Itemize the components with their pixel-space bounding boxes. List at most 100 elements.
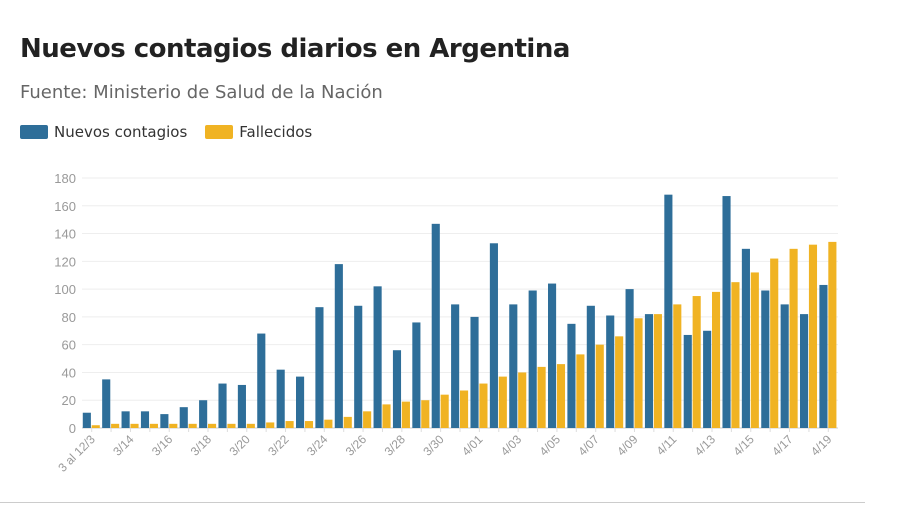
- y-tick-label: 180: [54, 171, 76, 186]
- bar-fallecidos: [324, 419, 333, 428]
- bar-nuevos-contagios: [489, 243, 498, 428]
- x-tick-label: 4/07: [575, 432, 602, 459]
- bar-fallecidos: [111, 423, 120, 428]
- bar-nuevos-contagios: [82, 412, 91, 428]
- bar-nuevos-contagios: [586, 305, 595, 428]
- bar-nuevos-contagios: [431, 223, 440, 428]
- legend-item-nuevos-contagios[interactable]: Nuevos contagios: [20, 123, 187, 141]
- y-tick-label: 40: [62, 365, 76, 380]
- legend: Nuevos contagios Fallecidos: [20, 123, 312, 141]
- legend-swatch: [205, 125, 234, 139]
- bar-nuevos-contagios: [741, 248, 750, 428]
- bar-fallecidos: [227, 423, 236, 428]
- x-tick-label: 4/01: [459, 432, 486, 459]
- bar-nuevos-contagios: [567, 323, 576, 428]
- bar-fallecidos: [712, 291, 721, 428]
- legend-swatch: [20, 125, 48, 139]
- bar-fallecidos: [828, 241, 837, 428]
- legend-label: Fallecidos: [239, 123, 313, 141]
- bar-nuevos-contagios: [334, 264, 343, 428]
- bar-nuevos-contagios: [276, 369, 285, 428]
- bar-fallecidos: [808, 244, 818, 428]
- bar-fallecidos: [576, 354, 585, 428]
- bar-nuevos-contagios: [606, 315, 615, 428]
- bar-nuevos-contagios: [703, 330, 712, 428]
- bar-fallecidos: [750, 272, 759, 428]
- bar-nuevos-contagios: [625, 289, 634, 428]
- bar-fallecidos: [208, 423, 217, 428]
- bar-fallecidos: [498, 376, 507, 428]
- bar-nuevos-contagios: [412, 322, 421, 428]
- bar-nuevos-contagios: [257, 333, 266, 428]
- y-tick-label: 80: [62, 310, 76, 325]
- bar-fallecidos: [440, 394, 449, 428]
- bar-fallecidos: [556, 364, 566, 428]
- bar-nuevos-contagios: [179, 407, 188, 428]
- x-tick-label: 4/11: [654, 432, 680, 458]
- x-tick-label: 4/03: [498, 432, 525, 459]
- bar-nuevos-contagios: [140, 411, 150, 428]
- x-tick-label: 3/30: [420, 432, 447, 459]
- bar-nuevos-contagios: [509, 304, 518, 428]
- x-tick-label: 3 al 12/3: [55, 432, 98, 475]
- bar-nuevos-contagios: [451, 304, 460, 428]
- bar-fallecidos: [246, 423, 255, 428]
- y-tick-label: 60: [62, 338, 76, 353]
- bar-nuevos-contagios: [296, 376, 305, 428]
- x-tick-label: 4/15: [730, 432, 757, 459]
- x-tick-label: 4/17: [769, 432, 796, 459]
- legend-label: Nuevos contagios: [54, 123, 188, 141]
- bar-fallecidos: [479, 383, 488, 428]
- bar-fallecidos: [634, 318, 643, 428]
- bar-fallecidos: [615, 336, 624, 428]
- x-tick-label: 3/28: [382, 432, 409, 459]
- bar-fallecidos: [304, 421, 314, 428]
- bar-fallecidos: [460, 390, 469, 428]
- bar-nuevos-contagios: [800, 314, 809, 428]
- x-tick-label: 3/14: [110, 432, 137, 459]
- bar-nuevos-contagios: [780, 304, 789, 428]
- x-tick-label: 4/05: [537, 432, 564, 459]
- bar-fallecidos: [518, 372, 527, 428]
- divider: [0, 502, 865, 503]
- x-tick-label: 4/19: [808, 432, 835, 459]
- bar-fallecidos: [421, 400, 430, 428]
- bar-fallecidos: [285, 421, 294, 428]
- y-tick-label: 160: [54, 199, 76, 214]
- bar-fallecidos: [169, 423, 178, 428]
- bar-nuevos-contagios: [373, 286, 382, 428]
- x-tick-label: 3/22: [265, 432, 292, 459]
- bar-fallecidos: [770, 258, 779, 428]
- bar-fallecidos: [653, 314, 662, 428]
- bar-nuevos-contagios: [354, 305, 363, 428]
- bar-nuevos-contagios: [392, 350, 402, 428]
- chart-subtitle: Fuente: Ministerio de Salud de la Nación: [20, 82, 383, 103]
- bar-nuevos-contagios: [722, 196, 731, 428]
- legend-item-fallecidos[interactable]: Fallecidos: [205, 123, 312, 141]
- bar-nuevos-contagios: [819, 284, 828, 428]
- bar-fallecidos: [130, 423, 139, 428]
- bar-fallecidos: [692, 296, 701, 428]
- bar-nuevos-contagios: [644, 314, 654, 428]
- bar-fallecidos: [382, 404, 391, 428]
- chart-title: Nuevos contagios diarios en Argentina: [20, 34, 570, 64]
- bar-nuevos-contagios: [199, 400, 208, 428]
- bar-fallecidos: [149, 423, 158, 428]
- y-tick-label: 140: [54, 227, 76, 242]
- bar-nuevos-contagios: [761, 290, 770, 428]
- bar-fallecidos: [401, 401, 410, 428]
- x-tick-label: 3/26: [343, 432, 370, 459]
- x-tick-label: 4/13: [692, 432, 719, 459]
- bar-nuevos-contagios: [528, 290, 537, 428]
- bar-nuevos-contagios: [237, 384, 246, 428]
- bar-nuevos-contagios: [548, 283, 557, 428]
- bar-nuevos-contagios: [121, 411, 130, 428]
- x-tick-label: 3/24: [304, 432, 331, 459]
- bar-fallecidos: [731, 282, 740, 428]
- y-tick-label: 0: [69, 421, 76, 436]
- y-tick-label: 20: [62, 393, 76, 408]
- y-tick-label: 120: [54, 254, 76, 269]
- bar-fallecidos: [789, 248, 798, 428]
- bar-nuevos-contagios: [218, 383, 227, 428]
